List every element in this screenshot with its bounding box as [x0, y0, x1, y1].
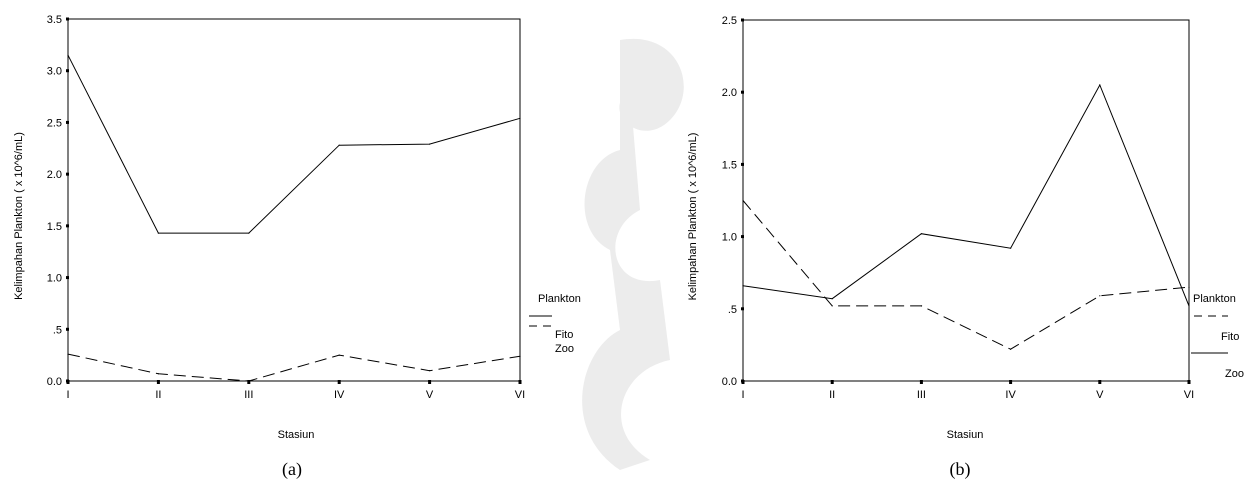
- x-tick-label: VI: [515, 389, 525, 401]
- y-tick-label: 1.0: [47, 273, 62, 285]
- x-tick-label: IV: [1005, 389, 1016, 401]
- data-point-fito: [157, 232, 159, 234]
- y-tick-mark: [741, 162, 744, 166]
- series-line-zoo: [67, 353, 521, 382]
- x-tick-mark: [1187, 380, 1191, 384]
- data-point-fito: [1099, 295, 1101, 297]
- data-point-fito: [831, 305, 833, 307]
- series-line-fito: [742, 200, 1190, 350]
- legend-label-fito: Fito: [555, 329, 573, 341]
- y-tick-mark: [66, 276, 69, 280]
- chart-a: 0.0.51.01.52.02.53.03.5I II III IV V VIStasiu…: [13, 14, 581, 480]
- y-tick-mark: [66, 17, 69, 21]
- data-point-zoo: [338, 354, 340, 356]
- x-tick-mark: [919, 380, 923, 384]
- x-tick-label: VI: [1184, 389, 1194, 401]
- plot-frame: [742, 19, 1190, 382]
- data-point-fito: [920, 305, 922, 307]
- data-point-zoo: [429, 370, 431, 372]
- x-tick-mark: [428, 380, 432, 384]
- data-point-zoo: [519, 355, 521, 357]
- y-tick-label: 1.5: [47, 221, 62, 233]
- x-tick-mark: [247, 380, 251, 384]
- x-tick-label: V: [426, 389, 434, 401]
- y-tick-label: 3.0: [47, 66, 62, 78]
- x-tick-mark: [1009, 380, 1013, 384]
- panel-caption: (a): [282, 459, 302, 480]
- data-point-zoo: [1010, 247, 1012, 249]
- plot-frame: [67, 18, 521, 382]
- x-tick-label: III: [917, 389, 926, 401]
- x-tick-mark: [66, 380, 70, 384]
- data-point-fito: [1010, 348, 1012, 350]
- data-point-fito: [519, 117, 521, 119]
- y-tick-label: 1.0: [722, 232, 737, 244]
- data-point-zoo: [742, 285, 744, 287]
- data-point-zoo: [831, 298, 833, 300]
- data-point-fito: [429, 143, 431, 145]
- data-point-fito: [338, 144, 340, 146]
- x-axis-title: Stasiun: [278, 429, 315, 441]
- x-tick-mark: [1098, 380, 1102, 384]
- legend-title: Plankton: [1193, 293, 1236, 305]
- x-tick-mark: [337, 380, 341, 384]
- y-tick-label: .5: [53, 324, 62, 336]
- x-tick-mark: [156, 380, 160, 384]
- x-tick-mark: [741, 380, 745, 384]
- legend-label-zoo: Zoo: [1225, 368, 1244, 380]
- y-tick-label: 0.0: [47, 376, 62, 388]
- data-point-zoo: [920, 233, 922, 235]
- y-tick-mark: [66, 120, 69, 124]
- data-point-fito: [67, 54, 69, 56]
- y-tick-label: .5: [728, 304, 737, 316]
- data-point-zoo: [248, 380, 250, 382]
- y-tick-mark: [741, 307, 744, 311]
- y-axis-title: Kelimpahan Plankton ( x 10^6/mL): [687, 133, 699, 301]
- x-tick-label: IV: [334, 389, 345, 401]
- watermark-graphic: [582, 38, 684, 470]
- y-tick-label: 1.5: [722, 159, 737, 171]
- data-point-fito: [742, 199, 744, 202]
- series-line-fito: [67, 54, 521, 234]
- y-tick-label: 2.5: [47, 117, 62, 129]
- x-tick-label: V: [1096, 389, 1104, 401]
- y-tick-mark: [741, 90, 744, 94]
- series-line-zoo: [742, 83, 1190, 307]
- x-tick-mark: [518, 380, 522, 384]
- x-tick-label: I: [741, 389, 744, 401]
- x-tick-label: I: [66, 389, 69, 401]
- x-tick-label: III: [244, 389, 253, 401]
- data-point-zoo: [1188, 305, 1190, 307]
- y-tick-mark: [66, 172, 69, 176]
- x-axis-title: Stasiun: [947, 429, 984, 441]
- data-point-zoo: [1099, 84, 1101, 86]
- data-point-fito: [248, 232, 250, 234]
- data-point-zoo: [157, 373, 159, 375]
- data-point-zoo: [67, 353, 69, 355]
- x-tick-label: II: [829, 389, 835, 401]
- y-tick-label: 2.0: [722, 87, 737, 99]
- y-tick-label: 2.5: [722, 15, 737, 27]
- y-tick-label: 0.0: [722, 376, 737, 388]
- y-tick-mark: [66, 327, 69, 331]
- legend-label-zoo: Zoo: [555, 343, 574, 355]
- y-axis-title: Kelimpahan Plankton ( x 10^6/mL): [13, 132, 25, 300]
- legend-label-fito: Fito: [1221, 331, 1239, 343]
- x-tick-mark: [830, 380, 834, 384]
- y-tick-mark: [66, 69, 69, 73]
- data-point-fito: [1188, 286, 1190, 288]
- y-tick-label: 2.0: [47, 169, 62, 181]
- y-tick-mark: [741, 18, 744, 22]
- panel-caption: (b): [950, 459, 971, 480]
- legend-title: Plankton: [538, 293, 581, 305]
- y-tick-mark: [66, 224, 69, 228]
- y-tick-mark: [741, 235, 744, 239]
- chart-b: 0.0.51.01.52.02.5I II III IV V VIStasiunKelim…: [687, 15, 1244, 480]
- y-tick-label: 3.5: [47, 14, 62, 26]
- x-tick-label: II: [155, 389, 161, 401]
